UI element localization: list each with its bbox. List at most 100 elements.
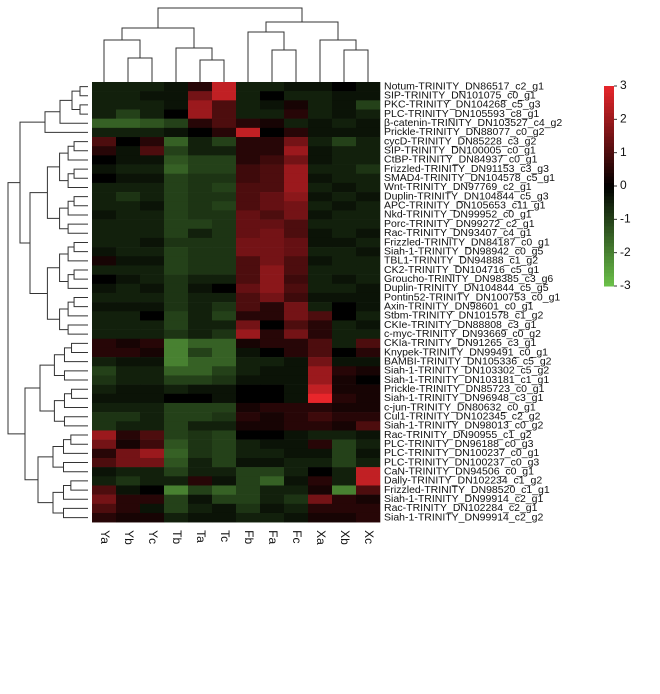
heatmap-cell	[308, 283, 333, 294]
column-label: Fa	[266, 530, 280, 544]
heatmap-cell	[332, 137, 357, 147]
heatmap-cell	[188, 347, 213, 358]
heatmap-cell	[260, 137, 285, 147]
dendrogram-link	[319, 39, 357, 82]
heatmap-cell	[356, 366, 381, 376]
heatmap-cell	[236, 164, 261, 174]
heatmap-cell	[212, 512, 237, 523]
heatmap-cell	[236, 256, 261, 266]
heatmap-cell	[356, 256, 381, 266]
heatmap-cell	[92, 430, 117, 440]
heatmap-cell	[260, 82, 285, 92]
dendrogram-link	[53, 354, 65, 376]
heatmap-cell	[140, 439, 165, 450]
heatmap-cell	[92, 485, 117, 495]
dendrogram-link	[46, 166, 60, 219]
heatmap-cell	[212, 292, 237, 303]
heatmap-cell	[308, 155, 333, 165]
heatmap-cell	[236, 503, 261, 514]
heatmap-cell	[332, 302, 357, 312]
heatmap-cell	[332, 164, 357, 174]
heatmap-cell	[116, 247, 141, 257]
heatmap-cell	[164, 320, 189, 330]
heatmap-cell	[284, 91, 309, 101]
heatmap-cell	[212, 173, 237, 184]
heatmap-cell	[164, 228, 189, 239]
row-label: BAMBI-TRINITY_DN105336_c5_g2	[384, 355, 552, 367]
heatmap-cell	[92, 384, 117, 395]
heatmap-cell	[188, 237, 213, 248]
heatmap-cell	[212, 192, 237, 202]
heatmap-cell	[356, 439, 381, 450]
heatmap-cell	[116, 292, 141, 303]
heatmap-cell	[308, 421, 333, 431]
heatmap-cell	[260, 100, 285, 110]
heatmap-cell	[332, 100, 357, 110]
heatmap-cell	[260, 256, 285, 266]
heatmap-cell	[116, 457, 141, 468]
heatmap-cell	[356, 402, 381, 413]
dendrogram-link	[67, 246, 88, 262]
dendrogram-link	[175, 47, 213, 82]
heatmap-cell	[188, 467, 213, 477]
heatmap-cell	[236, 467, 261, 477]
heatmap-cell	[260, 347, 285, 358]
dendrogram-link	[59, 152, 69, 182]
heatmap-cell	[332, 274, 357, 285]
heatmap-cell	[332, 219, 357, 230]
heatmap-cell	[212, 127, 237, 138]
heatmap-cell	[188, 494, 213, 505]
heatmap-cell	[116, 192, 141, 202]
row-label: β-catenin-TRINITY_DN103527_c4_g2	[384, 117, 562, 129]
heatmap-cell	[164, 146, 189, 156]
heatmap-cell	[188, 311, 213, 321]
heatmap-cell	[260, 457, 285, 468]
heatmap-cell	[284, 127, 309, 138]
heatmap-cell	[212, 302, 237, 312]
heatmap-cell	[140, 384, 165, 395]
heatmap-cell	[236, 421, 261, 431]
heatmap-cell	[140, 430, 165, 440]
heatmap-cell	[284, 118, 309, 129]
heatmap-cell	[308, 247, 333, 257]
heatmap-cell	[116, 265, 141, 275]
dendrogram-link	[67, 145, 88, 161]
heatmap-cell	[188, 402, 213, 413]
row-label: Knypek-TRINITY_DN99491_c0_g1	[384, 346, 548, 358]
heatmap-cell	[308, 320, 333, 330]
heatmap-cell	[308, 448, 333, 459]
row-label: PLC-TRINITY_DN100237_c0_g1	[384, 447, 539, 459]
heatmap-cell	[308, 164, 333, 174]
heatmap-cell	[332, 402, 357, 413]
heatmap-cell	[356, 485, 381, 495]
heatmap-cell	[284, 329, 309, 340]
heatmap-cell	[116, 485, 141, 495]
heatmap-cell	[260, 467, 285, 477]
heatmap-cell	[284, 210, 309, 220]
dendrogram-link	[46, 267, 60, 320]
heatmap-cell	[236, 228, 261, 239]
heatmap-cell	[284, 219, 309, 230]
heatmap-cell	[92, 228, 117, 239]
heatmap-cell	[356, 375, 381, 385]
heatmap-cell	[212, 347, 237, 358]
heatmap-cell	[332, 118, 357, 129]
heatmap-cell	[236, 485, 261, 495]
heatmap-cell	[356, 228, 381, 239]
heatmap-cell	[92, 329, 117, 340]
colorbar-segment	[604, 99, 614, 104]
heatmap-cell	[164, 402, 189, 413]
heatmap-cell	[116, 384, 141, 395]
heatmap-cell	[140, 228, 165, 239]
heatmap-cell	[212, 476, 237, 486]
heatmap-cell	[92, 247, 117, 257]
heatmap-cell	[356, 146, 381, 156]
colorbar-segment	[604, 166, 614, 170]
heatmap-cell	[164, 219, 189, 230]
heatmap-cell	[164, 173, 189, 184]
heatmap-cell	[188, 118, 213, 129]
heatmap-cell	[140, 476, 165, 486]
dendrogram-link	[59, 207, 69, 230]
heatmap-cell	[308, 91, 333, 101]
heatmap-cell	[92, 393, 117, 404]
